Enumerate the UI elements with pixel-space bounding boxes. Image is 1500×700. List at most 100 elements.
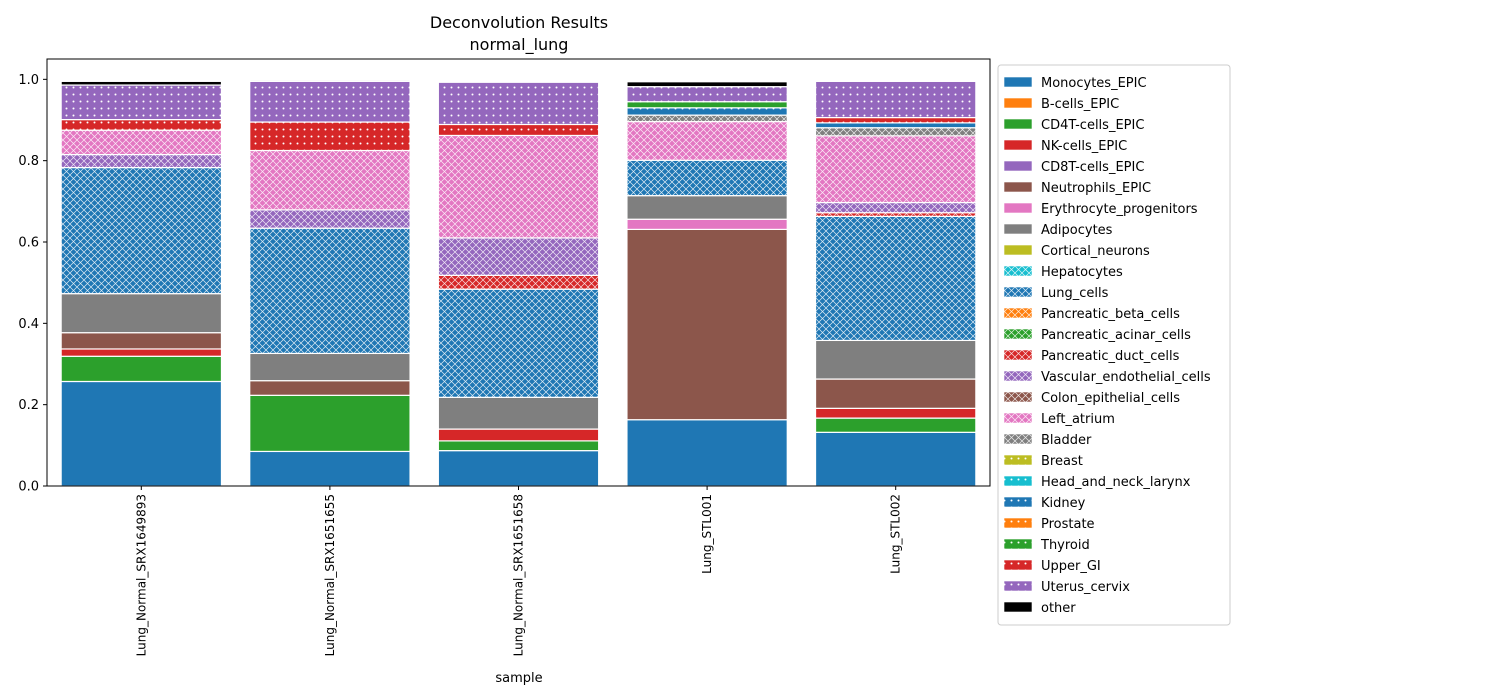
bar-segment-nk-cells-epic-3 (437, 428, 600, 442)
legend-label: Vascular_endothelial_cells (1041, 370, 1211, 385)
y-tick-label: 0.8 (18, 154, 39, 169)
bar-segment-other-1 (60, 80, 223, 86)
bar-segment-nk-cells-epic-1 (60, 348, 223, 357)
legend-swatch (1003, 370, 1033, 382)
bar-segment-lung-cells-3 (437, 288, 600, 398)
bar-segment-monocytes-epic-5 (814, 431, 977, 487)
y-tick-label: 1.0 (18, 73, 39, 88)
bar-segment-cd4t-cells-epic-3 (437, 440, 600, 452)
bar-segment-pancreatic-duct-cells-3 (437, 274, 600, 290)
bar-segment-left-atrium-4 (626, 121, 788, 161)
legend-label: Pancreatic_acinar_cells (1041, 328, 1191, 343)
bar-segment-vascular-endothelial-cells-1 (60, 153, 223, 169)
legend-label: CD4T-cells_EPIC (1041, 118, 1144, 133)
bar-segment-neutrophils-epic-1 (60, 332, 223, 350)
legend-label: Erythrocyte_progenitors (1041, 202, 1198, 217)
bar-segment-bladder-5 (814, 127, 977, 137)
x-tick-label: Lung_STL001 (700, 494, 714, 574)
x-axis-label: sample (495, 671, 542, 686)
bar-segment-thyroid-4 (626, 101, 788, 109)
bar-segment-other-4 (626, 81, 788, 88)
legend-swatch (1003, 559, 1033, 571)
legend-swatch (1003, 601, 1033, 613)
y-tick-label: 0.0 (18, 480, 39, 495)
legend-swatch (1003, 307, 1033, 319)
bar-segment-upper-gi-3 (437, 123, 600, 137)
legend-label: Prostate (1041, 517, 1095, 532)
bar-segment-left-atrium-1 (60, 129, 223, 156)
legend-swatch (1003, 328, 1033, 340)
y-axis: 0.0 0.2 0.4 0.6 0.8 1.0 (18, 73, 47, 495)
legend-swatch (1003, 223, 1033, 235)
legend-label: Uterus_cervix (1041, 580, 1130, 595)
legend-label: NK-cells_EPIC (1041, 139, 1127, 154)
bar-segment-cd4t-cells-epic-2 (249, 394, 411, 453)
bar-segment-nk-cells-epic-5 (814, 407, 977, 419)
legend-swatch (1003, 265, 1033, 277)
y-tick-label: 0.6 (18, 236, 39, 251)
bar-segment-other-5 (814, 79, 977, 82)
legend-label: Cortical_neurons (1041, 244, 1150, 259)
bar-segment-vascular-endothelial-cells-5 (814, 201, 977, 214)
legend-label: B-cells_EPIC (1041, 97, 1119, 112)
bar-segment-erythrocyte-progenitors-4 (626, 218, 788, 230)
bar-segment-neutrophils-epic-4 (626, 228, 788, 421)
bar-segment-uterus-cervix-1 (60, 84, 223, 121)
bar-segment-left-atrium-2 (249, 149, 411, 211)
legend-label: Breast (1041, 454, 1083, 469)
legend-swatch (1003, 391, 1033, 403)
bar-segment-uterus-cervix-4 (626, 86, 788, 103)
bar-segment-upper-gi-1 (60, 118, 223, 131)
legend-label: Left_atrium (1041, 412, 1115, 427)
legend-label: Upper_GI (1041, 559, 1101, 574)
legend-swatch (1003, 349, 1033, 361)
y-tick-label: 0.4 (18, 317, 39, 332)
x-tick-label: Lung_STL002 (889, 494, 903, 574)
legend-swatch (1003, 244, 1033, 256)
legend: Monocytes_EPIC B-cells_EPIC CD4T-cells_EPI… (997, 64, 1231, 626)
legend-swatch (1003, 412, 1033, 424)
bar-segment-vascular-endothelial-cells-2 (249, 209, 411, 229)
bar-segment-uterus-cervix-2 (249, 80, 411, 123)
x-tick-label: Lung_Normal_SRX1651655 (323, 494, 337, 656)
legend-swatch (1003, 118, 1033, 130)
bar-segment-adipocytes-1 (60, 293, 223, 334)
legend-label: Monocytes_EPIC (1041, 76, 1147, 91)
legend-swatch (1003, 286, 1033, 298)
legend-swatch (1003, 76, 1033, 88)
bar-segment-other-3 (437, 80, 600, 83)
legend-label: Kidney (1041, 496, 1086, 511)
legend-swatch (1003, 433, 1033, 445)
legend-swatch (1003, 97, 1033, 109)
bar-segment-adipocytes-4 (626, 195, 788, 220)
legend-swatch (1003, 202, 1033, 214)
bar-segment-lung-cells-1 (60, 166, 223, 295)
bar-segment-uterus-cervix-3 (437, 81, 600, 126)
bar-segment-adipocytes-2 (249, 352, 411, 382)
bar-segment-lung-cells-5 (814, 215, 977, 342)
legend-label: Adipocytes (1041, 223, 1113, 238)
bar-segment-vascular-endothelial-cells-3 (437, 237, 600, 276)
legend-swatch (1003, 139, 1033, 151)
legend-label: Pancreatic_duct_cells (1041, 349, 1180, 364)
bar-segment-other-2 (249, 79, 411, 82)
bar-segment-monocytes-epic-3 (437, 450, 600, 487)
legend-swatch (1003, 538, 1033, 550)
x-tick-label: Lung_Normal_SRX1651658 (512, 494, 526, 656)
bar-segment-kidney-4 (626, 107, 788, 116)
legend-swatch (1003, 181, 1033, 193)
legend-swatch (1003, 496, 1033, 508)
legend-label: Pancreatic_beta_cells (1041, 307, 1180, 322)
bar-segment-upper-gi-5 (814, 116, 977, 124)
legend-swatch (1003, 454, 1033, 466)
bar-segment-left-atrium-5 (814, 135, 977, 204)
bar-segment-neutrophils-epic-5 (814, 378, 977, 409)
legend-label: Thyroid (1040, 538, 1090, 553)
bar-segment-adipocytes-3 (437, 396, 600, 430)
legend-swatch (1003, 475, 1033, 487)
legend-label: other (1041, 601, 1076, 616)
bar-segment-kidney-5 (814, 122, 977, 129)
legend-label: Bladder (1041, 433, 1092, 448)
x-axis: Lung_Normal_SRX1649893 Lung_Normal_SRX165… (134, 486, 903, 656)
